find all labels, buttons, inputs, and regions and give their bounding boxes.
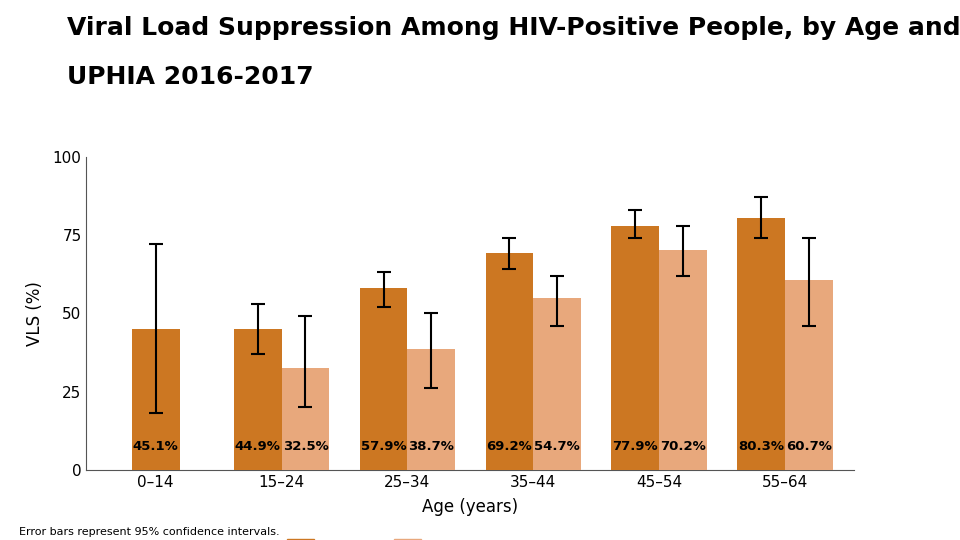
Text: 57.9%: 57.9% — [361, 440, 406, 453]
Text: 60.7%: 60.7% — [786, 440, 832, 453]
Bar — [660, 250, 708, 470]
Text: 70.2%: 70.2% — [660, 440, 706, 453]
Text: 80.3%: 80.3% — [738, 440, 784, 453]
Bar — [612, 226, 660, 470]
Text: 69.2%: 69.2% — [487, 440, 532, 453]
Text: Viral Load Suppression Among HIV-Positive People, by Age and Sex,: Viral Load Suppression Among HIV-Positiv… — [67, 16, 960, 40]
Text: 32.5%: 32.5% — [282, 440, 328, 453]
Legend: Female, Male: Female, Male — [280, 532, 476, 540]
Bar — [132, 328, 180, 470]
Bar — [407, 349, 455, 470]
Bar — [360, 288, 407, 470]
Bar — [785, 280, 833, 470]
Text: 45.1%: 45.1% — [132, 440, 179, 453]
Bar — [233, 329, 281, 470]
Text: UPHIA 2016-2017: UPHIA 2016-2017 — [67, 65, 314, 89]
Bar — [281, 368, 329, 470]
Y-axis label: VLS (%): VLS (%) — [26, 281, 44, 346]
Text: 77.9%: 77.9% — [612, 440, 659, 453]
Text: 44.9%: 44.9% — [234, 440, 280, 453]
Bar — [737, 218, 785, 470]
Text: 54.7%: 54.7% — [535, 440, 580, 453]
Text: Error bars represent 95% confidence intervals.: Error bars represent 95% confidence inte… — [19, 526, 279, 537]
Bar — [534, 299, 581, 470]
Bar — [486, 253, 534, 470]
X-axis label: Age (years): Age (years) — [422, 498, 518, 516]
Text: 38.7%: 38.7% — [408, 440, 454, 453]
